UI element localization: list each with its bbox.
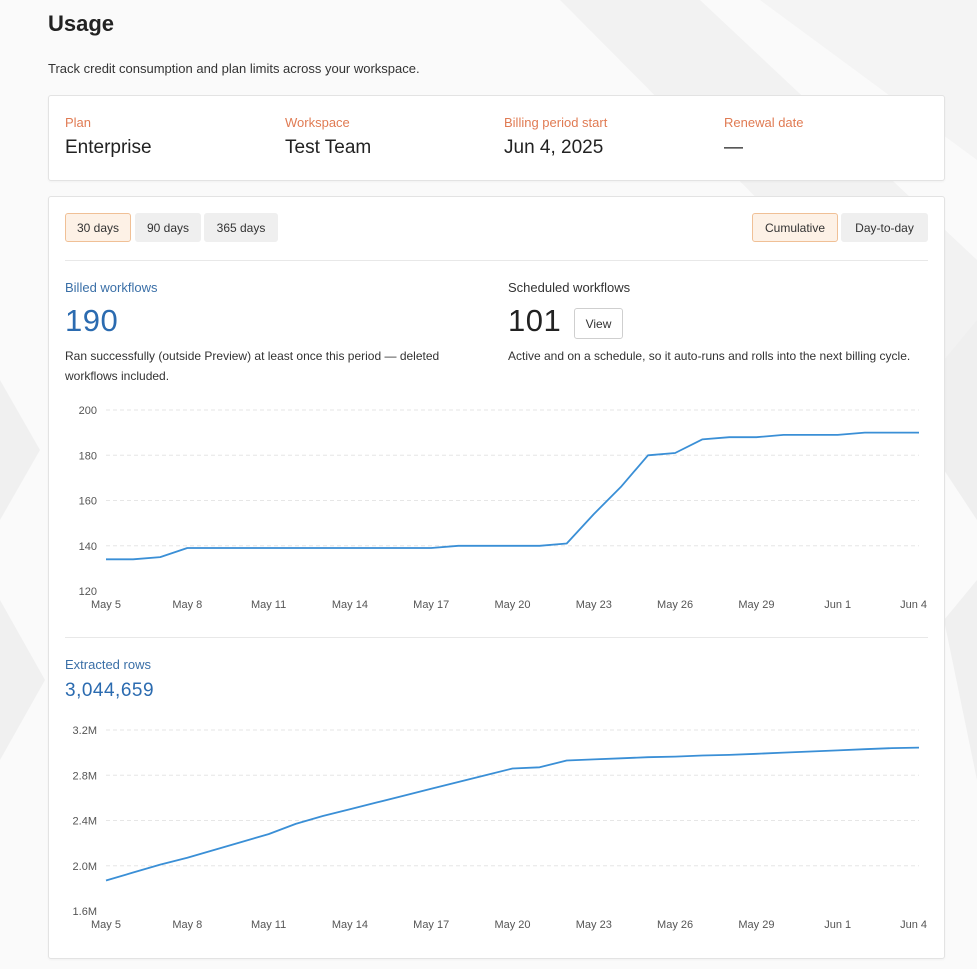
- renewal-date-info: Renewal date —: [724, 115, 804, 159]
- x-tick-label: May 29: [738, 599, 774, 611]
- scheduled-workflows-label: Scheduled workflows: [508, 280, 631, 295]
- extracted-rows-chart: 1.6M 2.0M 2.4M 2.8M 3.2M May 5 May 8 May 11 May …: [73, 725, 927, 931]
- x-tick-label: May 20: [494, 599, 530, 611]
- billing-period-value: Jun 4, 2025: [504, 137, 604, 158]
- x-tick-label: May 17: [413, 919, 449, 931]
- view-scheduled-button[interactable]: View: [574, 308, 623, 339]
- x-tick-label: May 11: [251, 919, 286, 931]
- x-tick-label: May 8: [172, 919, 202, 931]
- plan-summary-card: Plan Enterprise Workspace Test Team Bill…: [48, 95, 945, 181]
- x-tick-label: Jun 1: [824, 919, 851, 931]
- range-365-days-button[interactable]: 365 days: [204, 213, 278, 242]
- billing-period-label: Billing period start: [504, 115, 608, 130]
- series-line: [106, 431, 919, 561]
- y-tick-label: 3.2M: [73, 725, 97, 737]
- y-tick-label: 120: [79, 586, 97, 598]
- y-tick-label: 1.6M: [73, 906, 97, 918]
- plan-value: Enterprise: [65, 137, 152, 158]
- page-title: Usage: [48, 11, 115, 36]
- x-tick-label: May 14: [332, 919, 368, 931]
- plan-label: Plan: [65, 115, 92, 130]
- range-30-days-button[interactable]: 30 days: [65, 213, 131, 242]
- extracted-rows-label: Extracted rows: [65, 657, 151, 672]
- renewal-date-label: Renewal date: [724, 115, 804, 130]
- x-tick-label: May 17: [413, 599, 449, 611]
- y-tick-label: 2.4M: [73, 816, 97, 828]
- y-tick-label: 160: [79, 496, 97, 508]
- workspace-value: Test Team: [285, 137, 372, 158]
- x-tick-label: May 5: [91, 919, 121, 931]
- y-tick-label: 2.0M: [73, 861, 97, 873]
- range-90-days-button[interactable]: 90 days: [135, 213, 201, 242]
- cumulative-button[interactable]: Cumulative: [752, 213, 838, 242]
- x-tick-label: May 26: [657, 599, 693, 611]
- x-tick-label: May 26: [657, 919, 693, 931]
- y-tick-label: 180: [79, 450, 97, 462]
- usage-card: 30 days 90 days 365 days Cumulative Day-…: [48, 196, 945, 959]
- x-tick-label: May 8: [172, 599, 202, 611]
- x-tick-label: May 5: [91, 599, 121, 611]
- series-line: [105, 746, 920, 882]
- divider: [65, 637, 928, 638]
- divider: [65, 260, 928, 261]
- y-tick-label: 200: [79, 405, 97, 417]
- day-to-day-button[interactable]: Day-to-day: [841, 213, 928, 242]
- x-tick-label: May 23: [576, 599, 612, 611]
- billed-workflows-value: 190: [65, 303, 119, 338]
- extracted-rows-value: 3,044,659: [65, 680, 155, 701]
- x-tick-label: May 14: [332, 599, 368, 611]
- billing-period-info: Billing period start Jun 4, 2025: [504, 115, 607, 159]
- x-tick-label: May 23: [576, 919, 612, 931]
- plan-info: Plan Enterprise: [65, 115, 152, 159]
- y-tick-label: 140: [79, 541, 97, 553]
- scheduled-workflows-value: 101: [508, 303, 562, 338]
- page-subtitle: Track credit consumption and plan limits…: [48, 61, 420, 76]
- x-tick-label: Jun 4: [900, 599, 927, 611]
- billed-workflows-chart: 120 140 160 180 200 May 5 May 8 May 11 May 14 May…: [79, 405, 927, 611]
- workspace-label: Workspace: [285, 115, 350, 130]
- workspace-info: Workspace Test Team: [285, 115, 371, 159]
- x-tick-label: Jun 4: [900, 919, 927, 931]
- billed-workflows-description: Ran successfully (outside Preview) at le…: [65, 349, 440, 383]
- x-tick-label: May 20: [494, 919, 530, 931]
- x-tick-label: May 11: [251, 599, 286, 611]
- renewal-date-value: —: [724, 137, 743, 158]
- y-tick-label: 2.8M: [73, 770, 97, 782]
- x-tick-label: Jun 1: [824, 599, 851, 611]
- scheduled-workflows-description: Active and on a schedule, so it auto-run…: [508, 349, 911, 363]
- x-tick-label: May 29: [738, 919, 774, 931]
- billed-workflows-label: Billed workflows: [65, 280, 158, 295]
